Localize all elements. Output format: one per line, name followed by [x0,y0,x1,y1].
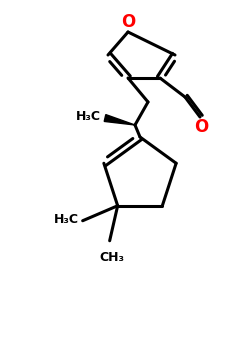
Text: H₃C: H₃C [54,213,79,226]
Text: O: O [121,13,135,31]
Text: O: O [194,118,208,136]
Polygon shape [104,114,135,125]
Text: CH₃: CH₃ [99,251,124,264]
Text: H₃C: H₃C [76,110,101,122]
